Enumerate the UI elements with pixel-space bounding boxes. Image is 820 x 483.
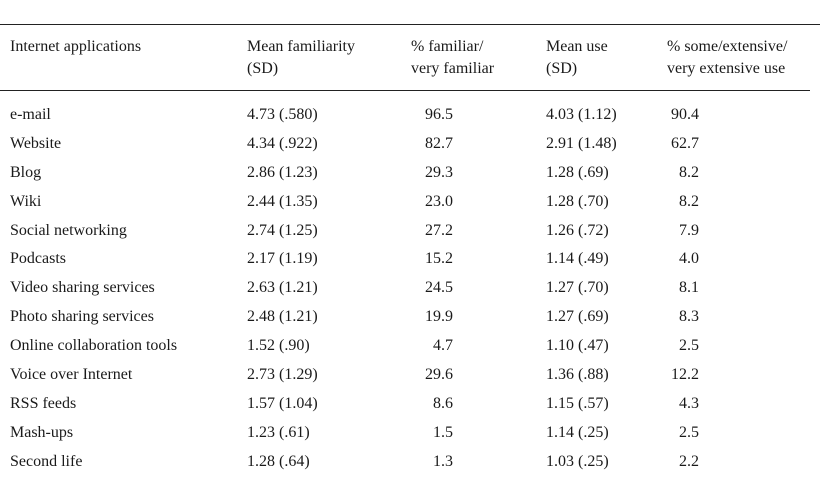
header-mean-familiarity: Mean familiarity (SD): [247, 36, 355, 80]
cell-mean-familiarity: 2.63 (1.21): [247, 279, 318, 297]
header-pct-familiar: % familiar/ very familiar: [411, 36, 494, 80]
cell-app: Mash-ups: [10, 423, 74, 441]
cell-pct-use: 4.3: [679, 394, 699, 412]
cell-mean-use: 1.14 (.25): [546, 423, 609, 441]
cell-mean-familiarity: 1.28 (.64): [247, 452, 310, 470]
table-header-rule: [0, 90, 810, 91]
cell-app: Website: [10, 134, 62, 152]
header-label: Mean use: [546, 38, 608, 55]
cell-pct-use: 12.2: [671, 366, 699, 384]
cell-app: Social networking: [10, 221, 127, 239]
cell-pct-familiar: 19.9: [425, 308, 453, 326]
cell-pct-use: 2.2: [679, 452, 699, 470]
cell-pct-familiar: 8.6: [433, 394, 453, 412]
cell-mean-familiarity: 1.23 (.61): [247, 423, 310, 441]
cell-app: Voice over Internet: [10, 366, 133, 384]
cell-mean-use: 1.36 (.88): [546, 366, 609, 384]
cell-mean-use: 1.26 (.72): [546, 221, 609, 239]
header-mean-use: Mean use (SD): [546, 36, 608, 80]
cell-app: Photo sharing services: [10, 308, 154, 326]
cell-pct-use: 7.9: [679, 221, 699, 239]
cell-mean-use: 1.28 (.70): [546, 192, 609, 210]
cell-pct-familiar: 29.3: [425, 163, 453, 181]
header-label: Internet applications: [10, 38, 142, 55]
cell-mean-use: 1.14 (.49): [546, 250, 609, 268]
header-pct-use: % some/extensive/ very extensive use: [667, 36, 787, 80]
table-row: Mash-ups 1.23 (.61) 1.5 1.14 (.25) 2.5: [0, 419, 820, 448]
table-top-rule: [0, 24, 820, 25]
cell-pct-familiar: 96.5: [425, 106, 453, 123]
header-label: very extensive use: [667, 60, 786, 77]
cell-pct-use: 62.7: [671, 134, 699, 152]
table-body: e-mail 4.73 (.580) 96.5 4.03 (1.12) 90.4…: [0, 101, 820, 477]
header-label: (SD): [247, 60, 279, 77]
header-label: % some/extensive/: [667, 38, 788, 55]
table-row: Podcasts 2.17 (1.19) 15.2 1.14 (.49) 4.0: [0, 245, 820, 274]
table-row: Online collaboration tools 1.52 (.90) 4.…: [0, 332, 820, 361]
table-row: Social networking 2.74 (1.25) 27.2 1.26 …: [0, 217, 820, 246]
table-row: Photo sharing services 2.48 (1.21) 19.9 …: [0, 303, 820, 332]
cell-app: Second life: [10, 452, 83, 470]
cell-mean-familiarity: 2.17 (1.19): [247, 250, 318, 268]
cell-app: e-mail: [10, 106, 51, 123]
cell-pct-use: 2.5: [679, 337, 699, 355]
cell-mean-use: 1.27 (.70): [546, 279, 609, 297]
cell-app: Video sharing services: [10, 279, 155, 297]
cell-app: Online collaboration tools: [10, 337, 178, 355]
cell-mean-use: 1.15 (.57): [546, 394, 609, 412]
cell-app: RSS feeds: [10, 394, 77, 412]
cell-pct-familiar: 1.5: [433, 423, 453, 441]
cell-pct-use: 2.5: [679, 423, 699, 441]
cell-mean-use: 1.10 (.47): [546, 337, 609, 355]
header-label: % familiar/: [411, 38, 484, 55]
cell-pct-familiar: 24.5: [425, 279, 453, 297]
header-label: (SD): [546, 60, 578, 77]
cell-mean-familiarity: 1.57 (1.04): [247, 394, 318, 412]
cell-pct-use: 8.1: [679, 279, 699, 297]
header-label: very familiar: [411, 60, 495, 77]
table-header: Internet applications Mean familiarity (…: [0, 36, 820, 86]
cell-mean-familiarity: 2.48 (1.21): [247, 308, 318, 326]
cell-app: Wiki: [10, 192, 42, 210]
cell-pct-use: 8.2: [679, 192, 699, 210]
cell-mean-use: 4.03 (1.12): [546, 106, 617, 123]
table-row: e-mail 4.73 (.580) 96.5 4.03 (1.12) 90.4: [0, 101, 820, 130]
cell-mean-use: 1.03 (.25): [546, 452, 609, 470]
table-row: Voice over Internet 2.73 (1.29) 29.6 1.3…: [0, 361, 820, 390]
table-row: Second life 1.28 (.64) 1.3 1.03 (.25) 2.…: [0, 448, 820, 477]
cell-pct-familiar: 1.3: [433, 452, 453, 470]
table-row: Wiki 2.44 (1.35) 23.0 1.28 (.70) 8.2: [0, 188, 820, 217]
table-row: Video sharing services 2.63 (1.21) 24.5 …: [0, 274, 820, 303]
table-row: Website 4.34 (.922) 82.7 2.91 (1.48) 62.…: [0, 130, 820, 159]
cell-pct-familiar: 29.6: [425, 366, 453, 384]
cell-pct-familiar: 4.7: [433, 337, 453, 355]
table-row: Blog 2.86 (1.23) 29.3 1.28 (.69) 8.2: [0, 159, 820, 188]
cell-mean-familiarity: 2.86 (1.23): [247, 163, 318, 181]
header-internet-applications: Internet applications: [10, 36, 141, 58]
cell-mean-familiarity: 4.73 (.580): [247, 106, 318, 123]
cell-app: Podcasts: [10, 250, 66, 268]
cell-pct-familiar: 23.0: [425, 192, 453, 210]
cell-mean-familiarity: 4.34 (.922): [247, 134, 318, 152]
cell-pct-familiar: 15.2: [425, 250, 453, 268]
cell-mean-familiarity: 2.74 (1.25): [247, 221, 318, 239]
cell-mean-familiarity: 1.52 (.90): [247, 337, 310, 355]
cell-pct-use: 8.3: [679, 308, 699, 326]
cell-app: Blog: [10, 163, 42, 181]
cell-mean-use: 1.28 (.69): [546, 163, 609, 181]
cell-pct-use: 8.2: [679, 163, 699, 181]
cell-mean-familiarity: 2.73 (1.29): [247, 366, 318, 384]
cell-pct-use: 90.4: [671, 106, 699, 123]
cell-mean-familiarity: 2.44 (1.35): [247, 192, 318, 210]
cell-mean-use: 2.91 (1.48): [546, 134, 617, 152]
cell-pct-use: 4.0: [679, 250, 699, 268]
table-row: RSS feeds 1.57 (1.04) 8.6 1.15 (.57) 4.3: [0, 390, 820, 419]
cell-mean-use: 1.27 (.69): [546, 308, 609, 326]
cell-pct-familiar: 27.2: [425, 221, 453, 239]
cell-pct-familiar: 82.7: [425, 134, 453, 152]
header-label: Mean familiarity: [247, 38, 355, 55]
